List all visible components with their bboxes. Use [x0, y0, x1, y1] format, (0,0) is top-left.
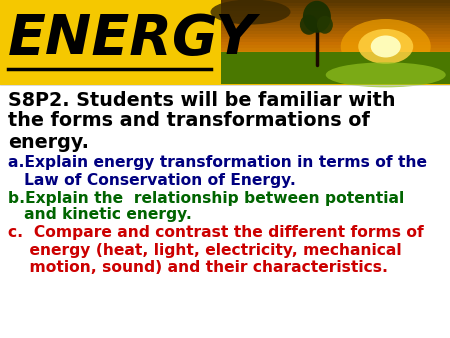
Ellipse shape [341, 19, 431, 74]
Bar [220, 62, 450, 65]
Bar [220, 70, 450, 74]
Bar [220, 53, 450, 57]
Text: a.Explain energy transformation in terms of the: a.Explain energy transformation in terms… [8, 155, 427, 170]
Bar [0, 0, 220, 84]
Bar [220, 25, 450, 29]
Bar [220, 59, 450, 63]
Text: motion, sound) and their characteristics.: motion, sound) and their characteristics… [8, 260, 388, 274]
Text: S8P2. Students will be familiar with: S8P2. Students will be familiar with [8, 91, 396, 110]
Bar [220, 17, 450, 20]
Bar [220, 6, 450, 9]
Bar [220, 48, 450, 51]
Text: ENERGY: ENERGY [8, 12, 256, 66]
Bar [220, 28, 450, 31]
Bar [220, 3, 450, 6]
Bar [220, 8, 450, 12]
Ellipse shape [358, 29, 413, 64]
Text: energy.: energy. [8, 132, 89, 151]
Bar [220, 45, 450, 48]
Bar [220, 52, 450, 84]
Bar [220, 56, 450, 59]
Text: c.  Compare and contrast the different forms of: c. Compare and contrast the different fo… [8, 225, 424, 241]
Bar [220, 31, 450, 34]
Bar [220, 76, 450, 79]
Ellipse shape [326, 63, 446, 87]
Ellipse shape [371, 35, 401, 57]
Bar [220, 20, 450, 23]
Bar [220, 82, 450, 85]
Bar [220, 40, 450, 43]
Bar [220, 68, 450, 71]
Text: the forms and transformations of: the forms and transformations of [8, 112, 370, 130]
Ellipse shape [317, 16, 333, 34]
Ellipse shape [300, 15, 318, 35]
Bar [220, 11, 450, 15]
Bar [220, 34, 450, 37]
Text: energy (heat, light, electricity, mechanical: energy (heat, light, electricity, mechan… [8, 242, 401, 258]
Bar [220, 65, 450, 68]
Text: b.Explain the  relationship between potential: b.Explain the relationship between poten… [8, 191, 404, 206]
Bar [220, 37, 450, 40]
Ellipse shape [211, 0, 291, 24]
Bar [220, 79, 450, 82]
Bar [220, 42, 450, 46]
Bar [220, 14, 450, 17]
Bar [220, 0, 450, 3]
Bar [220, 51, 450, 54]
Bar [220, 73, 450, 76]
Text: Law of Conservation of Energy.: Law of Conservation of Energy. [8, 172, 296, 188]
Ellipse shape [303, 1, 331, 33]
Bar [220, 23, 450, 26]
Text: and kinetic energy.: and kinetic energy. [8, 208, 192, 222]
